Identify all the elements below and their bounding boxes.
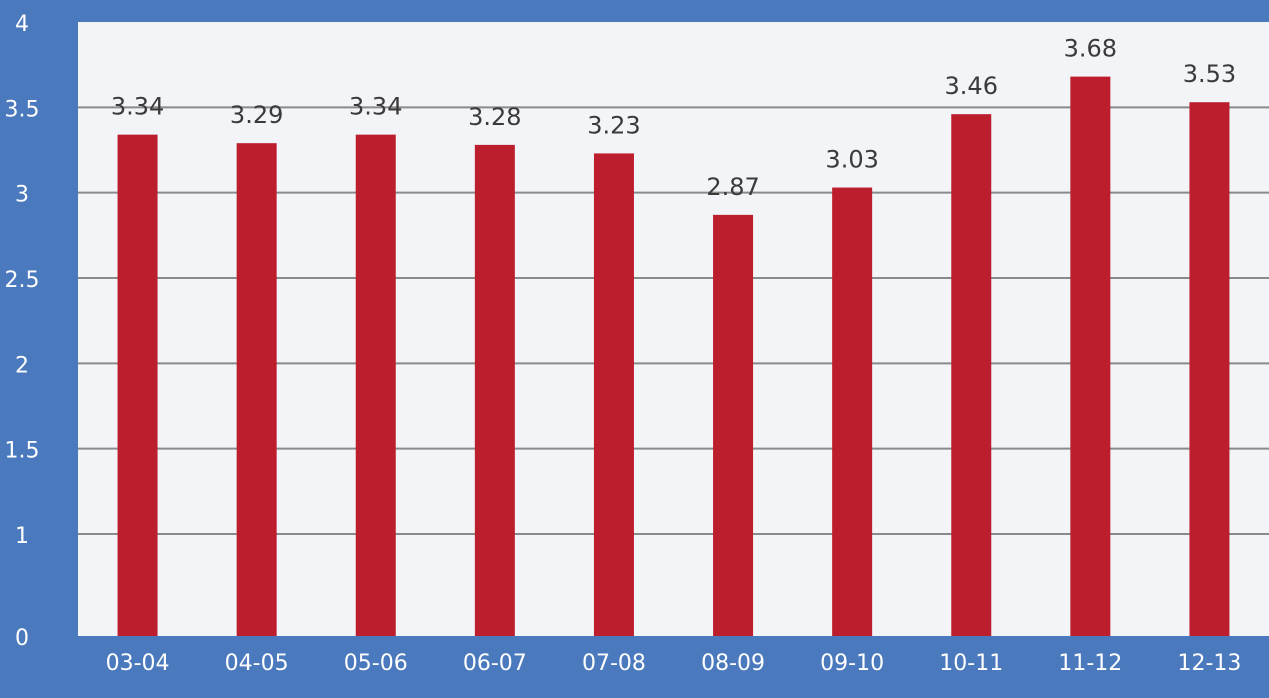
- x-tick-label: 04-05: [225, 651, 289, 676]
- y-tick-label: 2: [15, 353, 29, 378]
- data-label: 3.34: [111, 93, 164, 121]
- data-label: 3.46: [945, 72, 998, 100]
- y-tick-label: 0: [15, 626, 29, 651]
- data-label: 3.53: [1183, 60, 1236, 88]
- data-label: 3.23: [587, 111, 640, 139]
- x-tick-label: 05-06: [344, 651, 408, 676]
- bar-03-04: [117, 134, 158, 636]
- data-label: 3.29: [230, 101, 283, 129]
- bar-05-06: [355, 134, 396, 636]
- y-tick-label: 1: [15, 524, 29, 549]
- x-tick-label: 09-10: [820, 651, 884, 676]
- x-tick-label: 06-07: [463, 651, 527, 676]
- bar-04-05: [236, 143, 277, 636]
- x-tick-label: 03-04: [106, 651, 170, 676]
- y-tick-label: 2.5: [5, 268, 40, 293]
- y-axis-ticks: 0 1 1.5 2 2.5 3 3.5 4: [5, 12, 40, 651]
- x-tick-label: 11-12: [1058, 651, 1122, 676]
- x-tick-label: 10-11: [939, 651, 1003, 676]
- bar-07-08: [593, 153, 634, 636]
- data-labels: 3.34 3.29 3.34 3.28 3.23 2.87 3.03 3.46 3.68 3.53: [111, 35, 1236, 201]
- bars: [117, 76, 1230, 637]
- bar-06-07: [474, 144, 515, 636]
- y-tick-label: 3.5: [5, 97, 40, 122]
- x-axis-ticks: 03-04 04-05 05-06 06-07 07-08 08-09 09-10 10-11…: [106, 651, 1242, 676]
- bar-12-13: [1189, 102, 1230, 637]
- x-tick-label: 07-08: [582, 651, 646, 676]
- data-label: 3.28: [468, 103, 521, 131]
- y-tick-label: 4: [15, 12, 29, 37]
- bar-09-10: [832, 187, 873, 636]
- x-tick-label: 08-09: [701, 651, 765, 676]
- bar-11-12: [1070, 76, 1111, 636]
- bar-08-09: [713, 214, 754, 636]
- y-tick-label: 1.5: [5, 439, 40, 464]
- bar-10-11: [951, 114, 992, 636]
- x-tick-label: 12-13: [1177, 651, 1241, 676]
- data-label: 3.34: [349, 93, 402, 121]
- data-label: 3.03: [825, 146, 878, 174]
- data-label: 2.87: [706, 173, 759, 201]
- y-tick-label: 3: [15, 183, 29, 208]
- data-label: 3.68: [1064, 35, 1117, 63]
